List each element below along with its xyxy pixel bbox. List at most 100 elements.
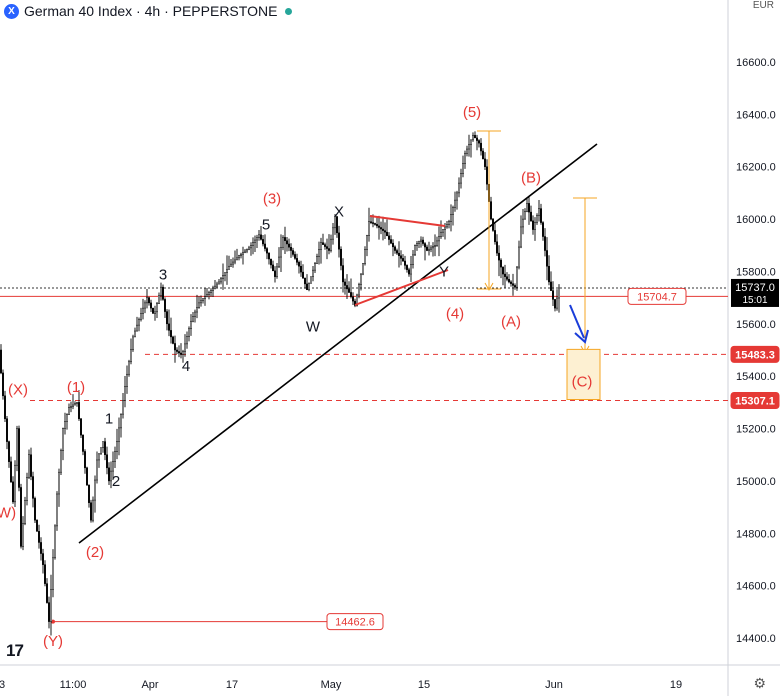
candle-body — [16, 428, 18, 466]
candle-body — [162, 286, 164, 300]
candle-body — [332, 227, 334, 240]
candle-body — [122, 400, 124, 415]
candle-body — [210, 290, 212, 293]
candle-body — [96, 459, 98, 481]
candle-body — [308, 282, 310, 291]
symbol-logo-icon: X — [4, 3, 19, 19]
candle-body — [532, 220, 534, 230]
candle-body — [320, 242, 322, 250]
candle-body — [220, 278, 222, 283]
candle-body — [494, 230, 496, 243]
candle-body — [304, 277, 306, 285]
candle-body — [118, 427, 120, 442]
candle-body — [434, 245, 436, 247]
candle-body — [296, 258, 298, 263]
candle-body — [512, 283, 514, 286]
candle-body — [424, 243, 426, 248]
level-ray-anchor — [51, 619, 55, 624]
candle-body — [328, 248, 330, 251]
settings-gear-icon[interactable]: ⚙ — [753, 675, 766, 691]
candle-body — [196, 307, 198, 313]
candle-body — [280, 246, 282, 258]
candle-body — [148, 297, 150, 304]
x-tick-label: Jun — [545, 679, 563, 691]
candle-body — [464, 153, 466, 164]
last-price-tag-bg — [731, 278, 779, 307]
direction-arrowhead-icon — [574, 329, 589, 344]
candle-body — [314, 263, 316, 271]
candle-body — [142, 307, 144, 314]
candle-body — [58, 471, 60, 495]
candle-body — [22, 523, 24, 547]
candle-body — [334, 216, 336, 229]
candle-body — [440, 231, 442, 237]
candle-body — [270, 258, 272, 266]
candle-body — [170, 330, 172, 338]
candle-body — [126, 373, 128, 387]
candle-body — [392, 242, 394, 248]
wave-label: W — [306, 319, 321, 336]
chart-header: X German 40 Index · 4h · PEPPERSTONE — [0, 0, 293, 22]
candle-body — [482, 150, 484, 160]
candle-body — [486, 166, 488, 185]
candle-body — [338, 232, 340, 250]
candle-body — [258, 234, 260, 238]
candle-body — [438, 236, 440, 242]
candle-body — [276, 266, 278, 277]
candle-body — [154, 311, 156, 314]
candle-body — [206, 294, 208, 297]
candle-body — [384, 230, 386, 233]
candle-body — [554, 299, 556, 309]
candle-body — [186, 336, 188, 345]
level-tag-bg — [627, 287, 687, 305]
candle-body — [24, 500, 26, 524]
currency-label[interactable]: EUR — [752, 0, 774, 11]
y-tick-label: 15000.0 — [736, 476, 776, 488]
tradingview-logo-icon[interactable]: 17 — [6, 641, 24, 660]
candle-body — [198, 302, 200, 308]
chart-title[interactable]: German 40 Index · 4h · PEPPERSTONE — [24, 3, 278, 19]
candle-body — [168, 323, 170, 331]
candle-body — [442, 229, 444, 233]
candle-body — [336, 216, 338, 234]
candle-body — [104, 441, 106, 455]
wave-label: (5) — [463, 104, 481, 121]
candle-body — [548, 265, 550, 283]
candle-body — [380, 227, 382, 230]
x-tick-label: Apr — [141, 679, 158, 691]
candle-body — [558, 287, 560, 299]
y-tick-label: 15800.0 — [736, 266, 776, 278]
candle-body — [14, 464, 16, 503]
candle-body — [128, 361, 130, 375]
candle-body — [230, 263, 232, 267]
candle-body — [130, 349, 132, 363]
candle-body — [278, 256, 280, 268]
candle-body — [180, 352, 182, 355]
candle-body — [542, 222, 544, 237]
candle-body — [466, 148, 468, 154]
candle-body — [478, 140, 480, 144]
candle-body — [252, 242, 254, 246]
candle-body — [272, 264, 274, 272]
candle-body — [138, 318, 140, 326]
candle-body — [78, 402, 80, 419]
candle-body — [454, 199, 456, 208]
candle-body — [474, 135, 476, 139]
candle-body — [358, 284, 360, 296]
candle-body — [448, 221, 450, 225]
y-tick-label: 16200.0 — [736, 162, 776, 174]
candle-body — [386, 231, 388, 237]
candle-body — [46, 583, 48, 603]
candle-body — [498, 252, 500, 261]
y-tick-label: 14400.0 — [736, 633, 776, 645]
candle-body — [316, 256, 318, 264]
market-status-icon — [285, 7, 293, 15]
candle-body — [376, 224, 378, 227]
candle-body — [26, 477, 28, 501]
candle-body — [530, 211, 532, 222]
candle-body — [536, 215, 538, 223]
candle-body — [452, 207, 454, 215]
candle-body — [330, 238, 332, 251]
candle-body — [324, 244, 326, 247]
